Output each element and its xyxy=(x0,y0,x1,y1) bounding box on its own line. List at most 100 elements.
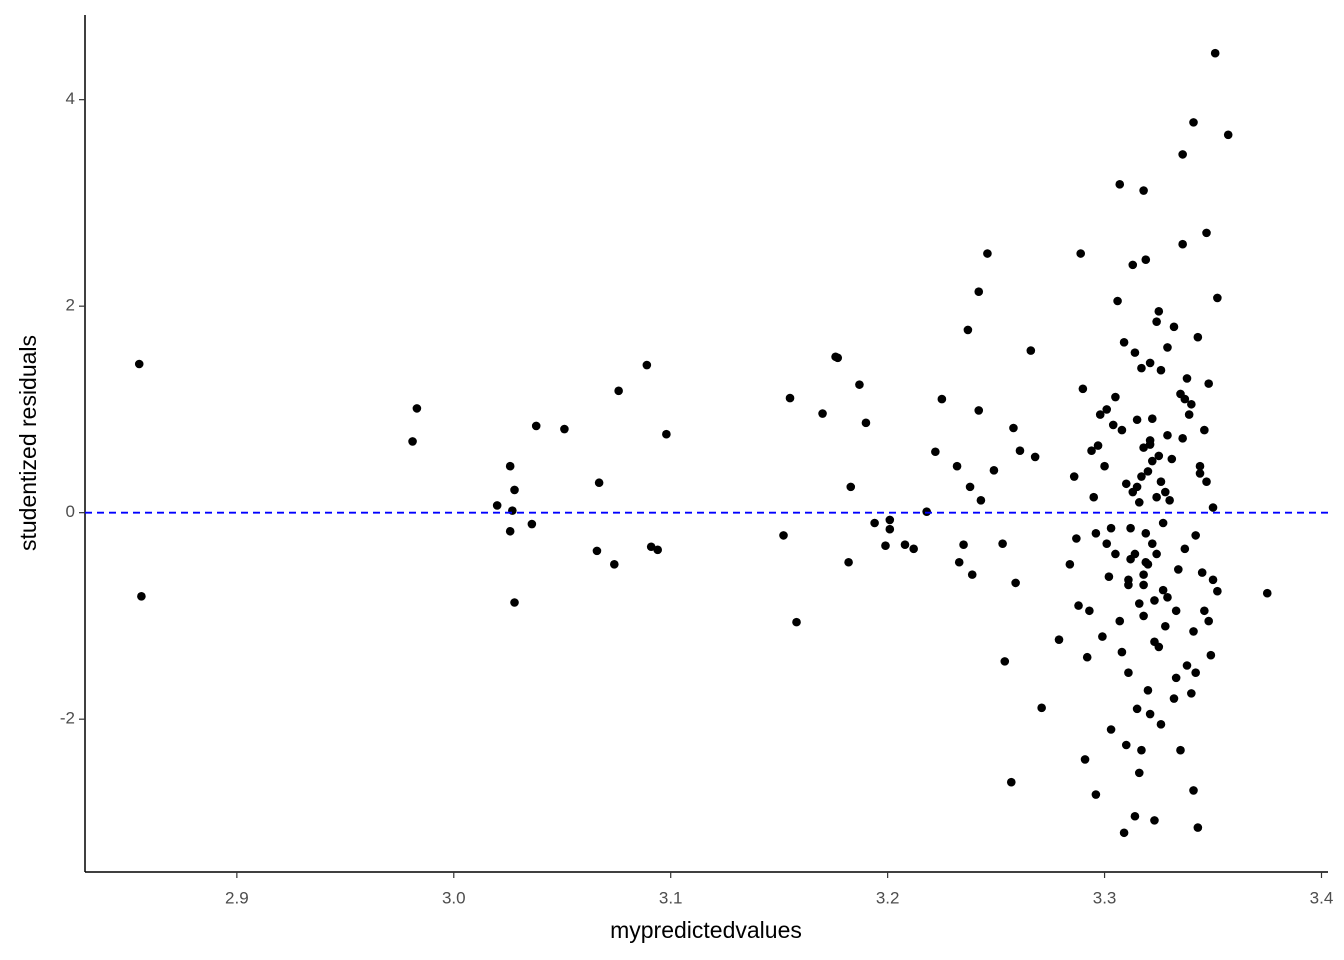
point xyxy=(1143,467,1153,476)
point xyxy=(989,466,999,475)
point xyxy=(1139,186,1148,195)
point xyxy=(1078,384,1088,394)
point xyxy=(1124,575,1133,585)
point xyxy=(1126,523,1135,533)
point xyxy=(1074,601,1083,610)
point xyxy=(1193,332,1203,342)
point xyxy=(531,421,541,431)
point xyxy=(922,507,931,516)
point xyxy=(1085,606,1094,616)
point xyxy=(592,546,602,556)
point xyxy=(1150,816,1159,825)
point xyxy=(1143,560,1153,569)
point xyxy=(408,437,417,446)
point xyxy=(1134,498,1144,507)
point xyxy=(976,495,986,505)
point xyxy=(818,409,827,418)
point xyxy=(1102,405,1112,414)
point xyxy=(1141,529,1151,538)
point xyxy=(1163,430,1172,440)
point xyxy=(1152,549,1161,559)
point xyxy=(1139,580,1148,590)
point xyxy=(1187,399,1196,409)
point xyxy=(1141,255,1151,265)
point xyxy=(1145,436,1155,445)
point xyxy=(1069,472,1079,481)
point xyxy=(1009,423,1018,433)
point xyxy=(855,380,864,389)
point xyxy=(1130,549,1140,559)
point xyxy=(1072,534,1081,543)
point xyxy=(1262,588,1272,598)
point xyxy=(594,478,604,488)
point xyxy=(1178,150,1187,159)
point xyxy=(1195,469,1205,478)
x-tick-label: 3.2 xyxy=(876,888,900,907)
point xyxy=(1130,811,1140,821)
point xyxy=(900,540,910,549)
point xyxy=(1191,531,1200,540)
point xyxy=(1158,518,1168,528)
point xyxy=(610,560,619,569)
point xyxy=(1095,410,1105,419)
point xyxy=(909,544,918,554)
point xyxy=(1187,689,1196,698)
point xyxy=(1115,616,1125,626)
point xyxy=(1158,585,1168,595)
point xyxy=(1200,425,1209,435)
y-tick-label: 4 xyxy=(66,89,75,108)
point xyxy=(954,557,964,567)
point xyxy=(1180,394,1190,404)
point xyxy=(1000,657,1010,666)
point xyxy=(1176,745,1185,755)
point xyxy=(1106,523,1116,533)
point xyxy=(785,393,795,403)
point xyxy=(965,482,975,492)
point xyxy=(1113,296,1122,306)
point xyxy=(1134,768,1144,778)
point xyxy=(1208,503,1218,512)
point xyxy=(885,524,895,534)
point xyxy=(560,424,569,434)
point xyxy=(1076,249,1086,258)
point xyxy=(1223,130,1233,140)
point xyxy=(1210,48,1220,58)
point xyxy=(1165,495,1174,505)
point xyxy=(1091,790,1101,799)
point xyxy=(1111,392,1120,402)
point xyxy=(974,406,984,415)
point xyxy=(779,531,788,540)
point xyxy=(1132,415,1142,425)
point xyxy=(1202,477,1211,487)
point xyxy=(1156,365,1166,375)
point xyxy=(1026,346,1036,355)
point xyxy=(833,353,843,363)
point xyxy=(1178,434,1187,443)
point xyxy=(1015,446,1025,456)
point xyxy=(1124,668,1133,678)
y-axis-title: studentized residuals xyxy=(15,335,41,551)
point xyxy=(1182,661,1192,670)
point xyxy=(1169,694,1179,703)
point xyxy=(1030,452,1040,462)
point xyxy=(931,447,940,457)
point xyxy=(1139,443,1148,452)
point xyxy=(1139,570,1148,579)
point xyxy=(1145,358,1155,368)
point xyxy=(662,429,671,439)
point xyxy=(974,287,984,297)
point xyxy=(1147,539,1157,548)
point xyxy=(1137,363,1146,373)
point xyxy=(1147,456,1157,466)
point xyxy=(983,249,992,258)
y-tick-label: 2 xyxy=(66,296,75,315)
x-tick-label: 3.1 xyxy=(659,888,683,907)
point xyxy=(1189,118,1198,127)
point xyxy=(844,557,853,567)
point xyxy=(1169,322,1179,332)
point xyxy=(861,418,871,428)
point xyxy=(1117,647,1127,657)
point xyxy=(1178,239,1187,249)
point xyxy=(1171,606,1181,616)
